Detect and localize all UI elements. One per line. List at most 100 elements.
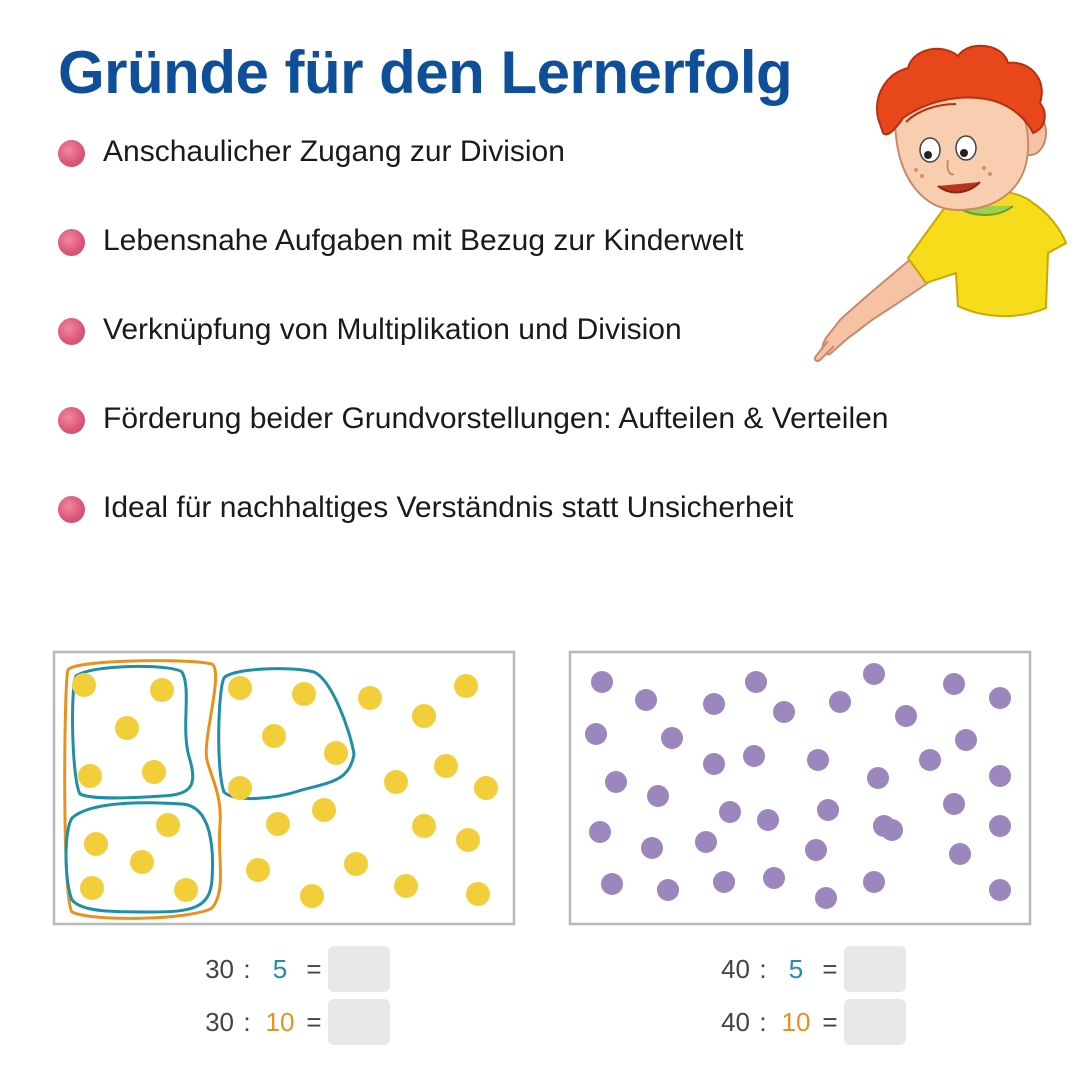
- answer-box[interactable]: [328, 946, 390, 992]
- counter-dot: [384, 770, 408, 794]
- counter-dot: [312, 798, 336, 822]
- counter-dot: [817, 799, 839, 821]
- counter-dot: [591, 671, 613, 693]
- counter-dot: [695, 831, 717, 853]
- dividend: 40: [721, 1006, 750, 1037]
- equals-sign: =: [306, 953, 322, 984]
- equation-row: 30 : 5 =: [188, 946, 390, 992]
- counter-dot: [80, 876, 104, 900]
- counter-dot: [344, 852, 368, 876]
- divisor: 10: [265, 1006, 295, 1037]
- counter-dot: [456, 828, 480, 852]
- counter-dot: [719, 801, 741, 823]
- counter-dot: [358, 686, 382, 710]
- counter-dot: [412, 704, 436, 728]
- list-item: Ideal für nachhaltiges Verständnis statt…: [58, 482, 889, 571]
- list-item: Lebensnahe Aufgaben mit Bezug zur Kinder…: [58, 215, 889, 304]
- counter-dot: [412, 814, 436, 838]
- counter-dot: [943, 673, 965, 695]
- counter-dot: [703, 753, 725, 775]
- counter-dot: [815, 887, 837, 909]
- bullet-dot-icon: [58, 496, 85, 523]
- equation-row: 40 : 10 =: [704, 999, 906, 1045]
- counter-dot: [895, 705, 917, 727]
- counter-dot: [863, 663, 885, 685]
- counter-dot: [605, 771, 627, 793]
- bullet-text: Ideal für nachhaltiges Verständnis statt…: [103, 491, 794, 524]
- counter-dot: [585, 723, 607, 745]
- counter-dot: [78, 764, 102, 788]
- dividend: 40: [721, 953, 750, 984]
- counter-dot: [647, 785, 669, 807]
- counter-dot: [228, 776, 252, 800]
- counter-dot: [454, 674, 478, 698]
- bullet-text: Anschaulicher Zugang zur Division: [103, 135, 565, 168]
- counter-dot: [228, 676, 252, 700]
- counter-dot: [657, 879, 679, 901]
- counter-dot: [589, 821, 611, 843]
- bullet-dot-icon: [58, 407, 85, 434]
- counter-dot: [881, 819, 903, 841]
- counter-dot: [262, 724, 286, 748]
- equation-row: 40 : 5 =: [704, 946, 906, 992]
- counter-dot: [955, 729, 977, 751]
- counter-dot: [474, 776, 498, 800]
- counter-dot: [943, 793, 965, 815]
- divisor: 5: [788, 953, 804, 984]
- counter-dot: [989, 765, 1011, 787]
- bullet-dot-icon: [58, 229, 85, 256]
- reasons-list: Anschaulicher Zugang zur Division Lebens…: [58, 126, 889, 571]
- bullet-dot-icon: [58, 140, 85, 167]
- boy-pointing-illustration: [813, 44, 1068, 362]
- counter-dot: [266, 812, 290, 836]
- counter-dot: [661, 727, 683, 749]
- equals-sign: =: [822, 1006, 838, 1037]
- list-item: Förderung beider Grundvorstellungen: Auf…: [58, 393, 889, 482]
- counter-dot: [773, 701, 795, 723]
- counter-dot: [989, 815, 1011, 837]
- counter-dot: [713, 871, 735, 893]
- divisor: 10: [781, 1006, 811, 1037]
- counter-dot: [703, 693, 725, 715]
- counter-dot: [466, 882, 490, 906]
- counter-dot: [142, 760, 166, 784]
- counter-dot: [174, 878, 198, 902]
- list-item: Anschaulicher Zugang zur Division: [58, 126, 889, 215]
- counter-dot: [949, 843, 971, 865]
- counter-dot: [130, 850, 154, 874]
- dividend: 30: [205, 1006, 234, 1037]
- counter-dot: [84, 832, 108, 856]
- bullet-text: Förderung beider Grundvorstellungen: Auf…: [103, 402, 889, 435]
- bullet-text: Lebensnahe Aufgaben mit Bezug zur Kinder…: [103, 224, 744, 257]
- counter-dot: [757, 809, 779, 831]
- division-sign: :: [759, 953, 767, 984]
- answer-box[interactable]: [844, 946, 906, 992]
- counter-dot: [863, 871, 885, 893]
- page-title: Gründe für den Lernerfolg: [58, 39, 793, 106]
- counter-dot: [763, 867, 785, 889]
- equation-row: 30 : 10 =: [188, 999, 390, 1045]
- answer-box[interactable]: [328, 999, 390, 1045]
- equals-sign: =: [822, 953, 838, 984]
- counter-dot: [156, 813, 180, 837]
- counter-dot: [72, 673, 96, 697]
- bullet-dot-icon: [58, 318, 85, 345]
- dividend: 30: [205, 953, 234, 984]
- counter-dot: [246, 858, 270, 882]
- counter-dot: [805, 839, 827, 861]
- counter-dot: [324, 741, 348, 765]
- counter-dot: [829, 691, 851, 713]
- bullet-text: Verknüpfung von Multiplikation und Divis…: [103, 313, 682, 346]
- answer-box[interactable]: [844, 999, 906, 1045]
- list-item: Verknüpfung von Multiplikation und Divis…: [58, 304, 889, 393]
- yellow-dots-panel: [52, 650, 516, 926]
- counter-dot: [635, 689, 657, 711]
- divisor: 5: [272, 953, 288, 984]
- equals-sign: =: [306, 1006, 322, 1037]
- counter-dot: [989, 687, 1011, 709]
- counter-dot: [807, 749, 829, 771]
- purple-dots-panel: [568, 650, 1032, 926]
- counter-dot: [743, 745, 765, 767]
- counter-dot: [150, 678, 174, 702]
- counter-dot: [434, 754, 458, 778]
